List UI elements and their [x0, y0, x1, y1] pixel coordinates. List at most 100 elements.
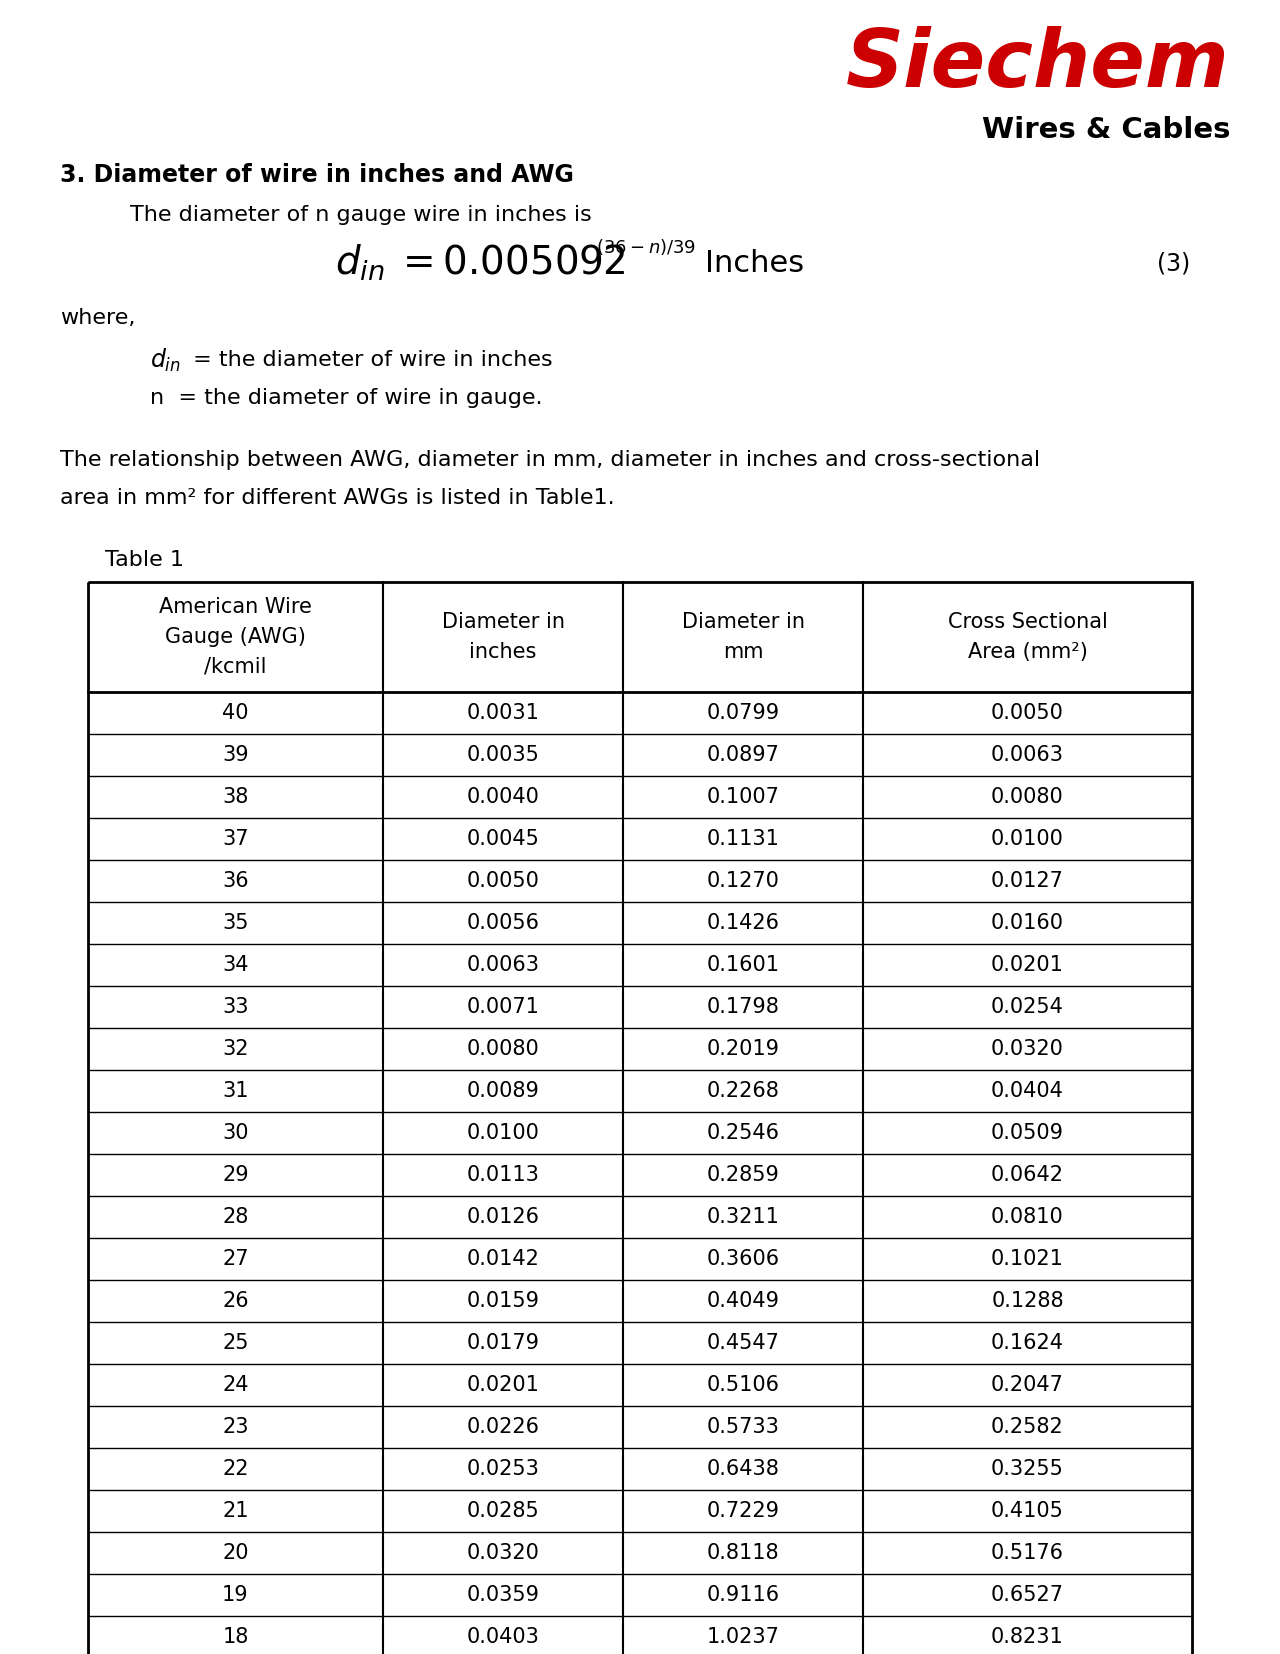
Text: 0.0403: 0.0403	[467, 1628, 539, 1647]
Text: 0.0031: 0.0031	[467, 703, 539, 723]
Text: 0.0285: 0.0285	[467, 1500, 539, 1522]
Text: 0.0071: 0.0071	[467, 997, 539, 1017]
Text: 0.8231: 0.8231	[991, 1628, 1064, 1647]
Text: 0.0080: 0.0080	[991, 787, 1064, 807]
Text: 0.8118: 0.8118	[707, 1543, 780, 1563]
Text: 20: 20	[223, 1543, 248, 1563]
Text: The diameter of n gauge wire in inches is: The diameter of n gauge wire in inches i…	[131, 205, 591, 225]
Text: 0.2047: 0.2047	[991, 1374, 1064, 1394]
Text: 0.0897: 0.0897	[707, 744, 780, 766]
Text: 0.1426: 0.1426	[707, 913, 780, 933]
Text: 0.1270: 0.1270	[707, 872, 780, 892]
Text: area in mm² for different AWGs is listed in Table1.: area in mm² for different AWGs is listed…	[60, 488, 614, 508]
Text: 0.0359: 0.0359	[466, 1585, 539, 1604]
Text: 0.4049: 0.4049	[707, 1292, 780, 1312]
Text: 0.0063: 0.0063	[466, 954, 539, 974]
Text: 0.0050: 0.0050	[467, 872, 539, 892]
Text: Diameter in
mm: Diameter in mm	[681, 612, 805, 662]
Text: 0.4105: 0.4105	[991, 1500, 1064, 1522]
Text: 33: 33	[223, 997, 248, 1017]
Text: 0.0050: 0.0050	[991, 703, 1064, 723]
Text: 0.1131: 0.1131	[707, 829, 780, 849]
Text: 0.6527: 0.6527	[991, 1585, 1064, 1604]
Text: 0.3211: 0.3211	[707, 1207, 780, 1227]
Text: 0.0201: 0.0201	[991, 954, 1064, 974]
Text: 0.0127: 0.0127	[991, 872, 1064, 892]
Text: 0.0089: 0.0089	[467, 1082, 539, 1102]
Text: 0.6438: 0.6438	[707, 1459, 780, 1479]
Text: 0.5106: 0.5106	[707, 1374, 780, 1394]
Text: 0.0320: 0.0320	[467, 1543, 539, 1563]
Text: 0.0080: 0.0080	[467, 1039, 539, 1059]
Text: Table 1: Table 1	[105, 551, 184, 571]
Text: 38: 38	[223, 787, 248, 807]
Text: 18: 18	[223, 1628, 248, 1647]
Text: 0.2546: 0.2546	[707, 1123, 780, 1143]
Text: 22: 22	[223, 1459, 248, 1479]
Text: 0.0113: 0.0113	[467, 1164, 539, 1184]
Text: 32: 32	[223, 1039, 248, 1059]
Text: 0.0226: 0.0226	[466, 1417, 539, 1437]
Text: 34: 34	[223, 954, 248, 974]
Text: 40: 40	[223, 703, 248, 723]
Text: 0.1021: 0.1021	[991, 1249, 1064, 1269]
Text: 23: 23	[223, 1417, 248, 1437]
Text: 36: 36	[223, 872, 248, 892]
Text: = the diameter of wire in inches: = the diameter of wire in inches	[186, 351, 553, 370]
Text: 37: 37	[223, 829, 248, 849]
Text: 0.1007: 0.1007	[707, 787, 780, 807]
Text: 0.0063: 0.0063	[991, 744, 1064, 766]
Text: 1.0237: 1.0237	[707, 1628, 780, 1647]
Text: 30: 30	[223, 1123, 248, 1143]
Text: 0.3255: 0.3255	[991, 1459, 1064, 1479]
Text: 0.9116: 0.9116	[707, 1585, 780, 1604]
Text: Diameter in
inches: Diameter in inches	[442, 612, 564, 662]
Text: 35: 35	[223, 913, 248, 933]
Text: 26: 26	[223, 1292, 248, 1312]
Text: 0.5176: 0.5176	[991, 1543, 1064, 1563]
Text: 0.0201: 0.0201	[467, 1374, 539, 1394]
Text: 0.7229: 0.7229	[707, 1500, 780, 1522]
Text: 0.0100: 0.0100	[991, 829, 1064, 849]
Text: 0.2268: 0.2268	[707, 1082, 780, 1102]
Text: Siechem: Siechem	[846, 26, 1230, 104]
Text: $\mathit{d}_{in}$: $\mathit{d}_{in}$	[335, 243, 385, 283]
Text: 21: 21	[223, 1500, 248, 1522]
Text: 0.0810: 0.0810	[991, 1207, 1064, 1227]
Text: where,: where,	[60, 308, 136, 327]
Text: 0.0142: 0.0142	[467, 1249, 539, 1269]
Text: 0.1624: 0.1624	[991, 1333, 1064, 1353]
Text: 0.0253: 0.0253	[467, 1459, 539, 1479]
Text: 0.0126: 0.0126	[466, 1207, 539, 1227]
Text: 19: 19	[223, 1585, 248, 1604]
Text: 0.1798: 0.1798	[707, 997, 780, 1017]
Text: 0.2859: 0.2859	[707, 1164, 780, 1184]
Text: 0.0100: 0.0100	[467, 1123, 539, 1143]
Text: 3. Diameter of wire in inches and AWG: 3. Diameter of wire in inches and AWG	[60, 164, 573, 187]
Text: $= 0.005092$: $= 0.005092$	[396, 245, 626, 281]
Text: 29: 29	[223, 1164, 248, 1184]
Text: 27: 27	[223, 1249, 248, 1269]
Text: 31: 31	[223, 1082, 248, 1102]
Text: 0.1601: 0.1601	[707, 954, 780, 974]
Text: 0.5733: 0.5733	[707, 1417, 780, 1437]
Text: Inches: Inches	[705, 248, 804, 278]
Text: 25: 25	[223, 1333, 248, 1353]
Text: 0.2019: 0.2019	[707, 1039, 780, 1059]
Text: 0.3606: 0.3606	[707, 1249, 780, 1269]
Text: 39: 39	[223, 744, 248, 766]
Text: 0.0254: 0.0254	[991, 997, 1064, 1017]
Text: 28: 28	[223, 1207, 248, 1227]
Text: Cross Sectional
Area (mm²): Cross Sectional Area (mm²)	[947, 612, 1107, 662]
Text: American Wire
Gauge (AWG)
/kcmil: American Wire Gauge (AWG) /kcmil	[159, 597, 312, 676]
Text: 0.0799: 0.0799	[707, 703, 780, 723]
Text: 0.2582: 0.2582	[991, 1417, 1064, 1437]
Text: 0.0320: 0.0320	[991, 1039, 1064, 1059]
Text: 0.0056: 0.0056	[466, 913, 539, 933]
Text: $(36-n)/39$: $(36-n)/39$	[596, 237, 696, 256]
Bar	[88, 582, 1192, 1654]
Text: 0.0040: 0.0040	[467, 787, 539, 807]
Text: 0.0509: 0.0509	[991, 1123, 1064, 1143]
Text: Wires & Cables: Wires & Cables	[982, 116, 1230, 144]
Text: n  = the diameter of wire in gauge.: n = the diameter of wire in gauge.	[150, 389, 543, 409]
